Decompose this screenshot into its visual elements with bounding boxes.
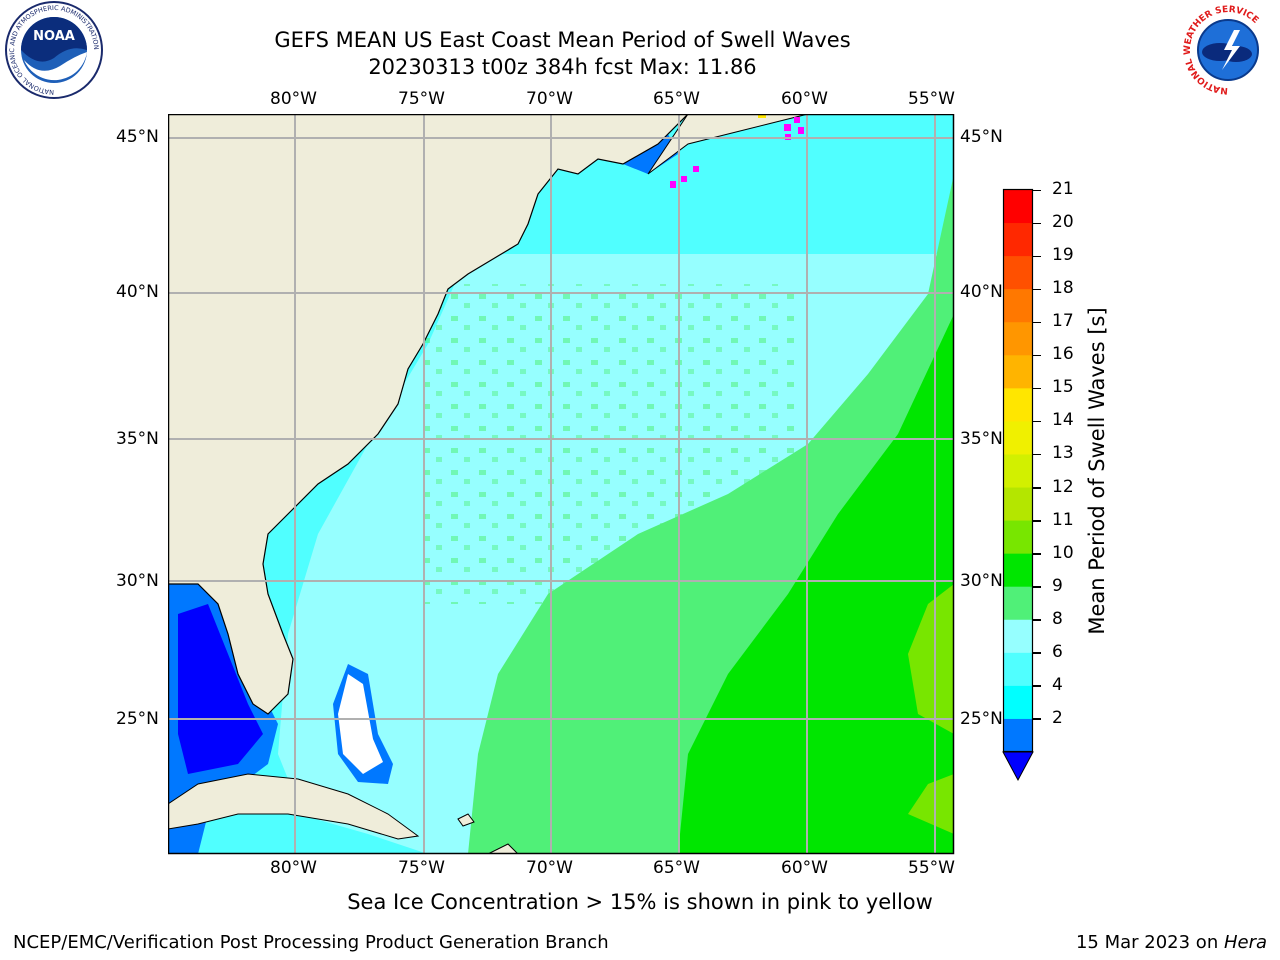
lon-label-top: 75°W bbox=[398, 89, 445, 109]
colorbar-tick-label: 9 bbox=[1052, 575, 1063, 596]
colorbar-cell bbox=[1004, 718, 1033, 753]
lat-label-right: 35°N bbox=[960, 429, 1003, 449]
lat-label-right: 30°N bbox=[960, 571, 1003, 591]
colorbar-cell bbox=[1004, 223, 1033, 257]
colorbar-cell bbox=[1004, 586, 1033, 621]
map-gridlines bbox=[168, 114, 954, 854]
colorbar-tick-label: 2 bbox=[1052, 707, 1063, 728]
colorbar-tick-mark bbox=[1033, 321, 1041, 324]
colorbar-tick-mark bbox=[1033, 354, 1041, 357]
lon-label-top: 65°W bbox=[653, 89, 700, 109]
colorbar-tick-label: 12 bbox=[1052, 476, 1074, 497]
colorbar-cell bbox=[1004, 256, 1033, 290]
land-north-america bbox=[168, 114, 689, 715]
lon-label-bottom: 65°W bbox=[653, 858, 700, 878]
lon-label-top: 70°W bbox=[526, 89, 573, 109]
colorbar-tick-mark bbox=[1033, 553, 1041, 555]
colorbar-tick-label: 20 bbox=[1052, 212, 1074, 233]
colorbar-cell bbox=[1004, 685, 1033, 720]
colorbar-cell bbox=[1004, 388, 1033, 422]
colorbar-cell bbox=[1004, 322, 1033, 356]
colorbar-tick-mark bbox=[1033, 619, 1041, 621]
land-cuba bbox=[168, 773, 420, 840]
lat-label-left: 40°N bbox=[116, 282, 159, 302]
lat-label-left: 25°N bbox=[116, 709, 159, 729]
map-frame bbox=[168, 114, 955, 855]
colorbar-tick-mark bbox=[1033, 652, 1041, 654]
colorbar-tick-label: 15 bbox=[1052, 377, 1074, 398]
chart-title: GEFS MEAN US East Coast Mean Period of S… bbox=[274, 28, 851, 52]
lon-label-bottom: 60°W bbox=[781, 858, 828, 878]
colorbar-tick-mark bbox=[1033, 189, 1041, 191]
sea-ice-note: Sea Ice Concentration > 15% is shown in … bbox=[347, 890, 933, 914]
colorbar-tick-label: 21 bbox=[1052, 179, 1074, 199]
lat-label-left: 30°N bbox=[116, 571, 159, 591]
colorbar-tick-mark bbox=[1033, 453, 1041, 456]
colorbar-tick-mark bbox=[1033, 222, 1041, 225]
colorbar-label: Mean Period of Swell Waves [s] bbox=[1085, 307, 1109, 635]
colorbar-cell bbox=[1004, 553, 1033, 588]
colorbar-cell bbox=[1004, 487, 1033, 522]
svg-text:NOAA: NOAA bbox=[33, 29, 75, 44]
colorbar-cell bbox=[1004, 520, 1033, 555]
colorbar-cell bbox=[1004, 289, 1033, 323]
colorbar-cell bbox=[1004, 619, 1033, 654]
footer-date-text: 15 Mar 2023 on bbox=[1075, 932, 1224, 953]
colorbar-tick-label: 6 bbox=[1052, 641, 1063, 662]
colorbar-cell bbox=[1004, 190, 1033, 224]
colorbar-tick-label: 4 bbox=[1052, 674, 1063, 695]
swell-period-map bbox=[168, 114, 955, 855]
colorbar-tick-mark bbox=[1033, 255, 1041, 258]
noaa-logo: NATIONAL OCEANIC AND ATMOSPHERIC ADMINIS… bbox=[5, 1, 103, 99]
lon-label-top: 60°W bbox=[781, 89, 828, 109]
colorbar-tick-mark bbox=[1033, 586, 1041, 588]
lat-label-right: 45°N bbox=[960, 127, 1003, 147]
colorbar-tick-mark bbox=[1033, 288, 1041, 291]
footer-date: 15 Mar 2023 on Hera bbox=[1076, 932, 1267, 953]
colorbar-cell bbox=[1004, 355, 1033, 389]
lat-label-right: 40°N bbox=[960, 282, 1003, 302]
footer-machine: Hera bbox=[1223, 932, 1267, 953]
colorbar-tick-label: 18 bbox=[1052, 278, 1074, 299]
colorbar-tick-mark bbox=[1033, 718, 1041, 720]
lat-label-right: 25°N bbox=[960, 709, 1003, 729]
colorbar-tick-label: 14 bbox=[1052, 410, 1074, 431]
lon-label-bottom: 75°W bbox=[398, 858, 445, 878]
colorbar-tick-mark bbox=[1033, 487, 1041, 489]
colorbar-cell bbox=[1004, 454, 1033, 489]
lon-label-bottom: 80°W bbox=[270, 858, 317, 878]
ocean-11-12-field bbox=[908, 584, 954, 734]
colorbar-tick-mark bbox=[1033, 685, 1041, 687]
colorbar-frame bbox=[1002, 188, 1034, 753]
lon-label-bottom: 55°W bbox=[908, 858, 955, 878]
lat-label-left: 45°N bbox=[116, 127, 159, 147]
nws-logo: NATIONAL WEATHER SERVICE bbox=[1180, 2, 1276, 98]
chart-subtitle: 20230313 t00z 384h fcst Max: 11.86 bbox=[368, 55, 757, 79]
colorbar bbox=[1002, 188, 1034, 782]
colorbar-tick-label: 13 bbox=[1052, 443, 1074, 464]
colorbar-tick-mark bbox=[1033, 520, 1041, 522]
colorbar-cell bbox=[1004, 421, 1033, 455]
colorbar-tick-label: 10 bbox=[1052, 542, 1074, 563]
lon-label-top: 55°W bbox=[908, 89, 955, 109]
colorbar-cell bbox=[1004, 652, 1033, 687]
footer-branch: NCEP/EMC/Verification Post Processing Pr… bbox=[13, 932, 609, 953]
colorbar-tick-label: 19 bbox=[1052, 245, 1074, 266]
colorbar-tick-label: 16 bbox=[1052, 344, 1074, 365]
lat-label-left: 35°N bbox=[116, 429, 159, 449]
lon-label-bottom: 70°W bbox=[526, 858, 573, 878]
colorbar-tick-label: 11 bbox=[1052, 509, 1074, 530]
colorbar-under-extension bbox=[1002, 751, 1034, 782]
lon-label-top: 80°W bbox=[270, 89, 317, 109]
colorbar-tick-mark bbox=[1033, 420, 1041, 423]
colorbar-tick-label: 8 bbox=[1052, 608, 1063, 629]
colorbar-tick-mark bbox=[1033, 387, 1041, 390]
colorbar-tick-label: 17 bbox=[1052, 311, 1074, 332]
